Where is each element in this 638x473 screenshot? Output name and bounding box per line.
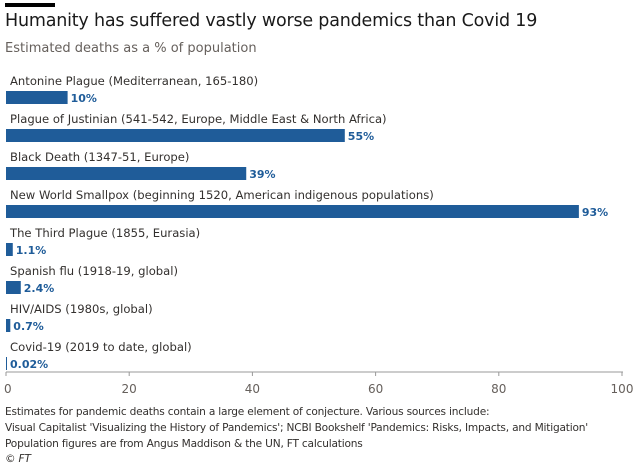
x-tick-label: 20 — [122, 382, 137, 396]
chart-title: Humanity has suffered vastly worse pande… — [5, 11, 538, 31]
source-notes: Estimates for pandemic deaths contain a … — [5, 405, 588, 468]
bar — [6, 243, 13, 256]
bar — [6, 281, 21, 294]
bar — [6, 319, 11, 332]
category-label: HIV/AIDS (1980s, global) — [10, 302, 153, 316]
note-line: Visual Capitalist 'Visualizing the Histo… — [5, 421, 588, 434]
x-tick-label: 40 — [245, 382, 260, 396]
value-label: 0.02% — [10, 358, 48, 371]
x-tick-label: 100 — [611, 382, 634, 396]
bar — [6, 91, 68, 104]
category-label: The Third Plague (1855, Eurasia) — [9, 226, 200, 240]
value-label: 93% — [582, 206, 608, 219]
copyright: © FT — [5, 453, 31, 466]
value-label: 10% — [71, 92, 97, 105]
value-label: 39% — [249, 168, 275, 181]
x-tick-label: 80 — [491, 382, 506, 396]
bar — [6, 357, 7, 370]
x-tick-label: 60 — [368, 382, 383, 396]
value-label: 2.4% — [24, 282, 55, 295]
chart-subtitle: Estimated deaths as a % of population — [5, 41, 257, 56]
bar-chart: Antonine Plague (Mediterranean, 165-180)… — [4, 74, 634, 396]
category-label: Covid-19 (2019 to date, global) — [10, 340, 192, 354]
value-label: 0.7% — [13, 320, 44, 333]
value-label: 1.1% — [16, 244, 47, 257]
category-label: Antonine Plague (Mediterranean, 165-180) — [10, 74, 258, 88]
x-tick-label: 0 — [4, 382, 12, 396]
bar — [6, 167, 247, 180]
bar — [6, 129, 345, 142]
value-label: 55% — [348, 130, 374, 143]
category-label: New World Smallpox (beginning 1520, Amer… — [10, 188, 434, 202]
header-accent-bar — [5, 3, 55, 7]
category-label: Plague of Justinian (541-542, Europe, Mi… — [10, 112, 387, 126]
category-label: Black Death (1347-51, Europe) — [10, 150, 189, 164]
note-line: Estimates for pandemic deaths contain a … — [5, 406, 490, 418]
bar — [6, 205, 579, 218]
note-line: Population figures are from Angus Maddis… — [5, 437, 363, 450]
category-label: Spanish flu (1918-19, global) — [10, 264, 178, 278]
